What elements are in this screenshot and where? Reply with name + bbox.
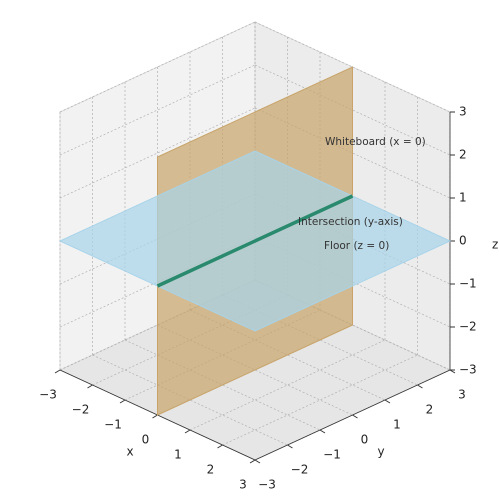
y-tick-label: 3	[458, 388, 466, 402]
x-tick-label: 3	[239, 478, 247, 492]
z-axis-label: z	[492, 238, 498, 252]
y-tick-label: 1	[393, 418, 401, 432]
x-tick-label: −1	[104, 418, 122, 432]
z-tick-label: −2	[459, 320, 477, 334]
intersection-line	[156, 194, 354, 288]
tick-mark	[152, 414, 158, 419]
tick-mark	[384, 399, 391, 404]
axis-line	[254, 369, 451, 461]
tick-mark	[417, 384, 423, 389]
x-tick-label: 1	[174, 448, 182, 462]
y-tick-label: −2	[291, 463, 309, 477]
tick-mark	[287, 444, 293, 449]
x-tick-label: −3	[39, 388, 57, 402]
x-tick-label: −2	[72, 403, 90, 417]
tick-mark	[119, 399, 126, 404]
tick-mark	[87, 384, 93, 389]
tick-mark	[254, 459, 261, 464]
z-tick-label: 2	[459, 148, 467, 162]
annotation: Intersection (y-axis)	[298, 216, 403, 228]
annotation: Floor (z = 0)	[324, 240, 389, 252]
y-tick-label: −3	[258, 478, 276, 492]
z-tick-label: −1	[459, 277, 477, 291]
tick-mark	[319, 429, 326, 434]
y-tick-label: −1	[323, 448, 341, 462]
tick-mark	[352, 414, 358, 419]
x-axis-label: x	[126, 445, 133, 459]
tick-mark	[54, 369, 61, 374]
z-tick-label: 1	[459, 191, 467, 205]
tick-mark	[249, 459, 256, 464]
tick-mark	[184, 429, 191, 434]
z-tick-label: −3	[459, 363, 477, 377]
x-tick-label: 2	[207, 463, 215, 477]
annotation: Whiteboard (x = 0)	[325, 136, 426, 148]
z-tick-label: 3	[459, 105, 467, 119]
y-axis-label: y	[377, 445, 384, 459]
x-tick-label: 0	[142, 433, 150, 447]
z-tick-label: 0	[459, 234, 467, 248]
y-tick-label: 2	[426, 403, 434, 417]
tick-mark	[217, 444, 223, 449]
y-tick-label: 0	[361, 433, 369, 447]
